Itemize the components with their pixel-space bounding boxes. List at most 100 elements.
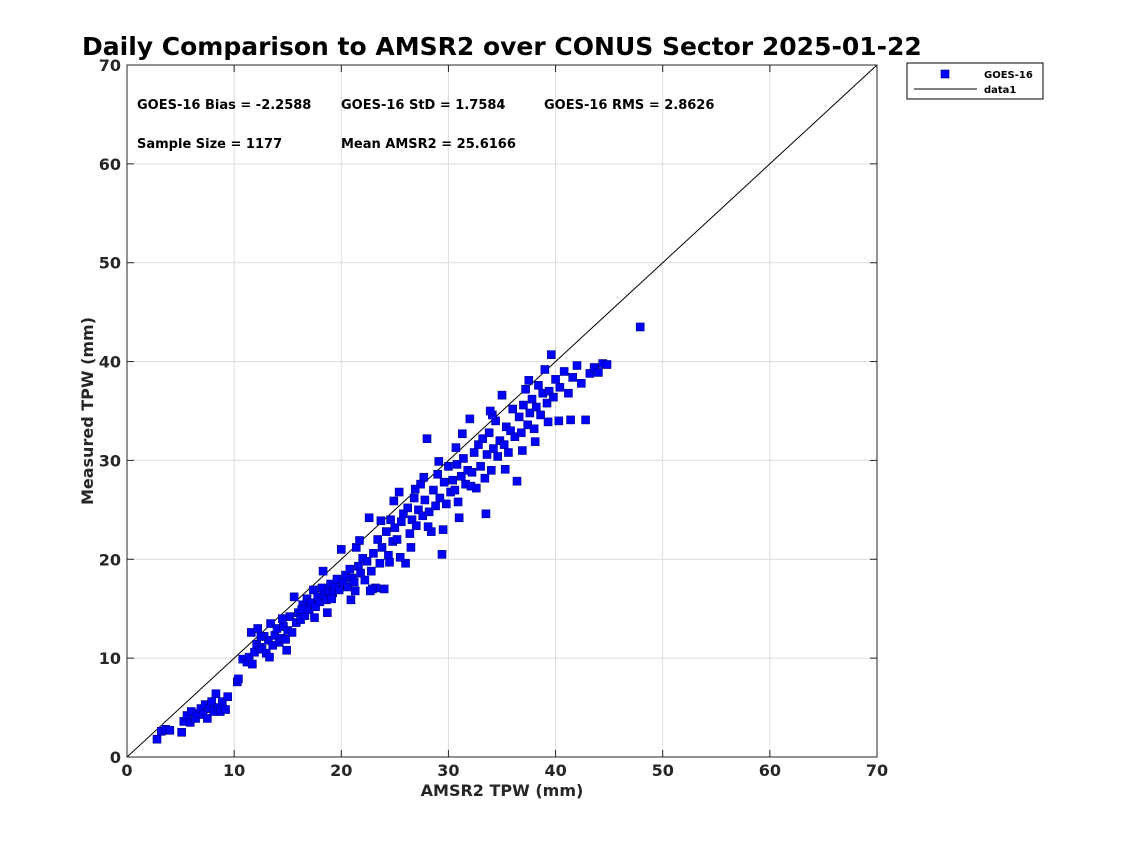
goes16-point xyxy=(433,469,443,479)
goes16-point xyxy=(377,543,387,552)
goes16-point xyxy=(297,605,306,615)
goes16-point xyxy=(379,584,389,594)
goes16-point xyxy=(411,521,421,530)
x-tick-label: 10 xyxy=(223,761,245,780)
goes16-point xyxy=(345,564,355,574)
goes16-point xyxy=(375,558,385,568)
goes16-point xyxy=(287,628,297,637)
sample-size-stat: Sample Size = 1177 xyxy=(137,137,282,152)
x-tick-label: 60 xyxy=(759,761,781,780)
goes16-point xyxy=(346,595,356,605)
y-tick-label: 70 xyxy=(99,56,121,75)
goes16-point xyxy=(409,493,419,503)
goes16-point xyxy=(234,674,243,684)
goes16-point xyxy=(466,481,476,491)
goes16-point xyxy=(349,577,359,587)
goes16-point xyxy=(551,375,560,384)
goes16-point xyxy=(441,499,451,509)
goes16-point xyxy=(424,507,434,517)
goes16-point xyxy=(525,408,535,418)
goes16-point xyxy=(478,434,488,443)
goes16-point xyxy=(365,586,375,596)
y-tick-label: 0 xyxy=(110,748,121,767)
goes16-point xyxy=(448,475,458,485)
goes16-point xyxy=(497,390,507,400)
goes16-point xyxy=(289,592,299,602)
mean-amsr2-stat: Mean AMSR2 = 25.6166 xyxy=(341,137,516,152)
goes16-point xyxy=(581,415,590,425)
goes16-point xyxy=(444,462,453,471)
std-stat: GOES-16 StD = 1.7584 xyxy=(341,98,505,113)
goes16-point xyxy=(256,632,266,641)
goes16-point xyxy=(211,689,221,699)
goes16-point xyxy=(423,522,433,531)
y-axis-label: Measured TPW (mm) xyxy=(78,317,97,505)
goes16-point xyxy=(469,448,479,457)
goes16-point xyxy=(635,322,645,332)
goes16-point xyxy=(549,392,558,402)
goes16-point xyxy=(527,394,537,404)
bias-stat: GOES-16 Bias = -2.2588 xyxy=(137,98,311,113)
goes16-point xyxy=(403,503,413,513)
goes16-point xyxy=(281,635,290,644)
goes16-point xyxy=(450,485,460,495)
goes16-point xyxy=(482,450,492,459)
y-tick-label: 50 xyxy=(99,254,121,273)
x-tick-labels: 0 10 20 30 40 50 60 70 xyxy=(121,761,888,780)
goes16-point xyxy=(524,376,534,385)
goes16-point xyxy=(555,382,565,392)
scatter-points xyxy=(152,322,645,744)
goes16-point xyxy=(422,434,432,443)
data1-line xyxy=(126,64,878,758)
goes16-point xyxy=(546,350,556,359)
goes16-point xyxy=(508,404,518,414)
x-axis-label: AMSR2 TPW (mm) xyxy=(421,781,584,800)
rms-stat: GOES-16 RMS = 2.8626 xyxy=(544,98,714,113)
goes16-point xyxy=(540,365,550,374)
goes16-point xyxy=(452,460,462,469)
goes16-point xyxy=(364,513,374,523)
goes16-point xyxy=(467,467,477,477)
goes16-point xyxy=(534,380,543,390)
goes16-point xyxy=(459,454,468,463)
goes16-point xyxy=(385,557,394,567)
goes16-point xyxy=(594,368,603,377)
goes16-point xyxy=(373,535,383,544)
goes16-point xyxy=(419,472,429,482)
goes16-point xyxy=(405,529,415,538)
goes16-point xyxy=(392,535,402,544)
goes16-point xyxy=(543,417,553,427)
goes16-point xyxy=(521,384,530,394)
goes16-point xyxy=(530,437,540,446)
goes16-point xyxy=(360,575,370,585)
goes16-point xyxy=(514,412,524,422)
goes16-point xyxy=(559,367,569,376)
goes16-point xyxy=(327,594,336,604)
goes16-point xyxy=(566,415,575,425)
goes16-point xyxy=(390,523,400,532)
x-tick-label: 30 xyxy=(437,761,459,780)
goes16-point xyxy=(278,614,287,623)
goes16-point xyxy=(518,446,527,455)
goes16-point xyxy=(318,566,328,576)
goes16-point xyxy=(568,373,578,382)
goes16-point xyxy=(504,448,513,457)
legend: GOES-16 data1 xyxy=(906,62,1044,100)
x-tick-label: 70 xyxy=(866,761,888,780)
axes-box xyxy=(126,64,878,758)
goes16-point xyxy=(453,497,463,507)
goes16-point xyxy=(369,549,378,558)
goes16-point xyxy=(439,477,449,487)
goes16-point xyxy=(420,495,430,505)
x-tick-label: 40 xyxy=(544,761,566,780)
goes16-point xyxy=(437,550,447,559)
goes16-point xyxy=(248,659,257,669)
goes16-point xyxy=(355,536,364,545)
goes16-point xyxy=(485,406,495,416)
goes16-point xyxy=(266,619,275,628)
goes16-point xyxy=(500,465,510,474)
goes16-point xyxy=(481,509,491,519)
goes16-point xyxy=(366,566,376,576)
goes16-point xyxy=(401,558,410,568)
goes16-point xyxy=(410,484,420,494)
